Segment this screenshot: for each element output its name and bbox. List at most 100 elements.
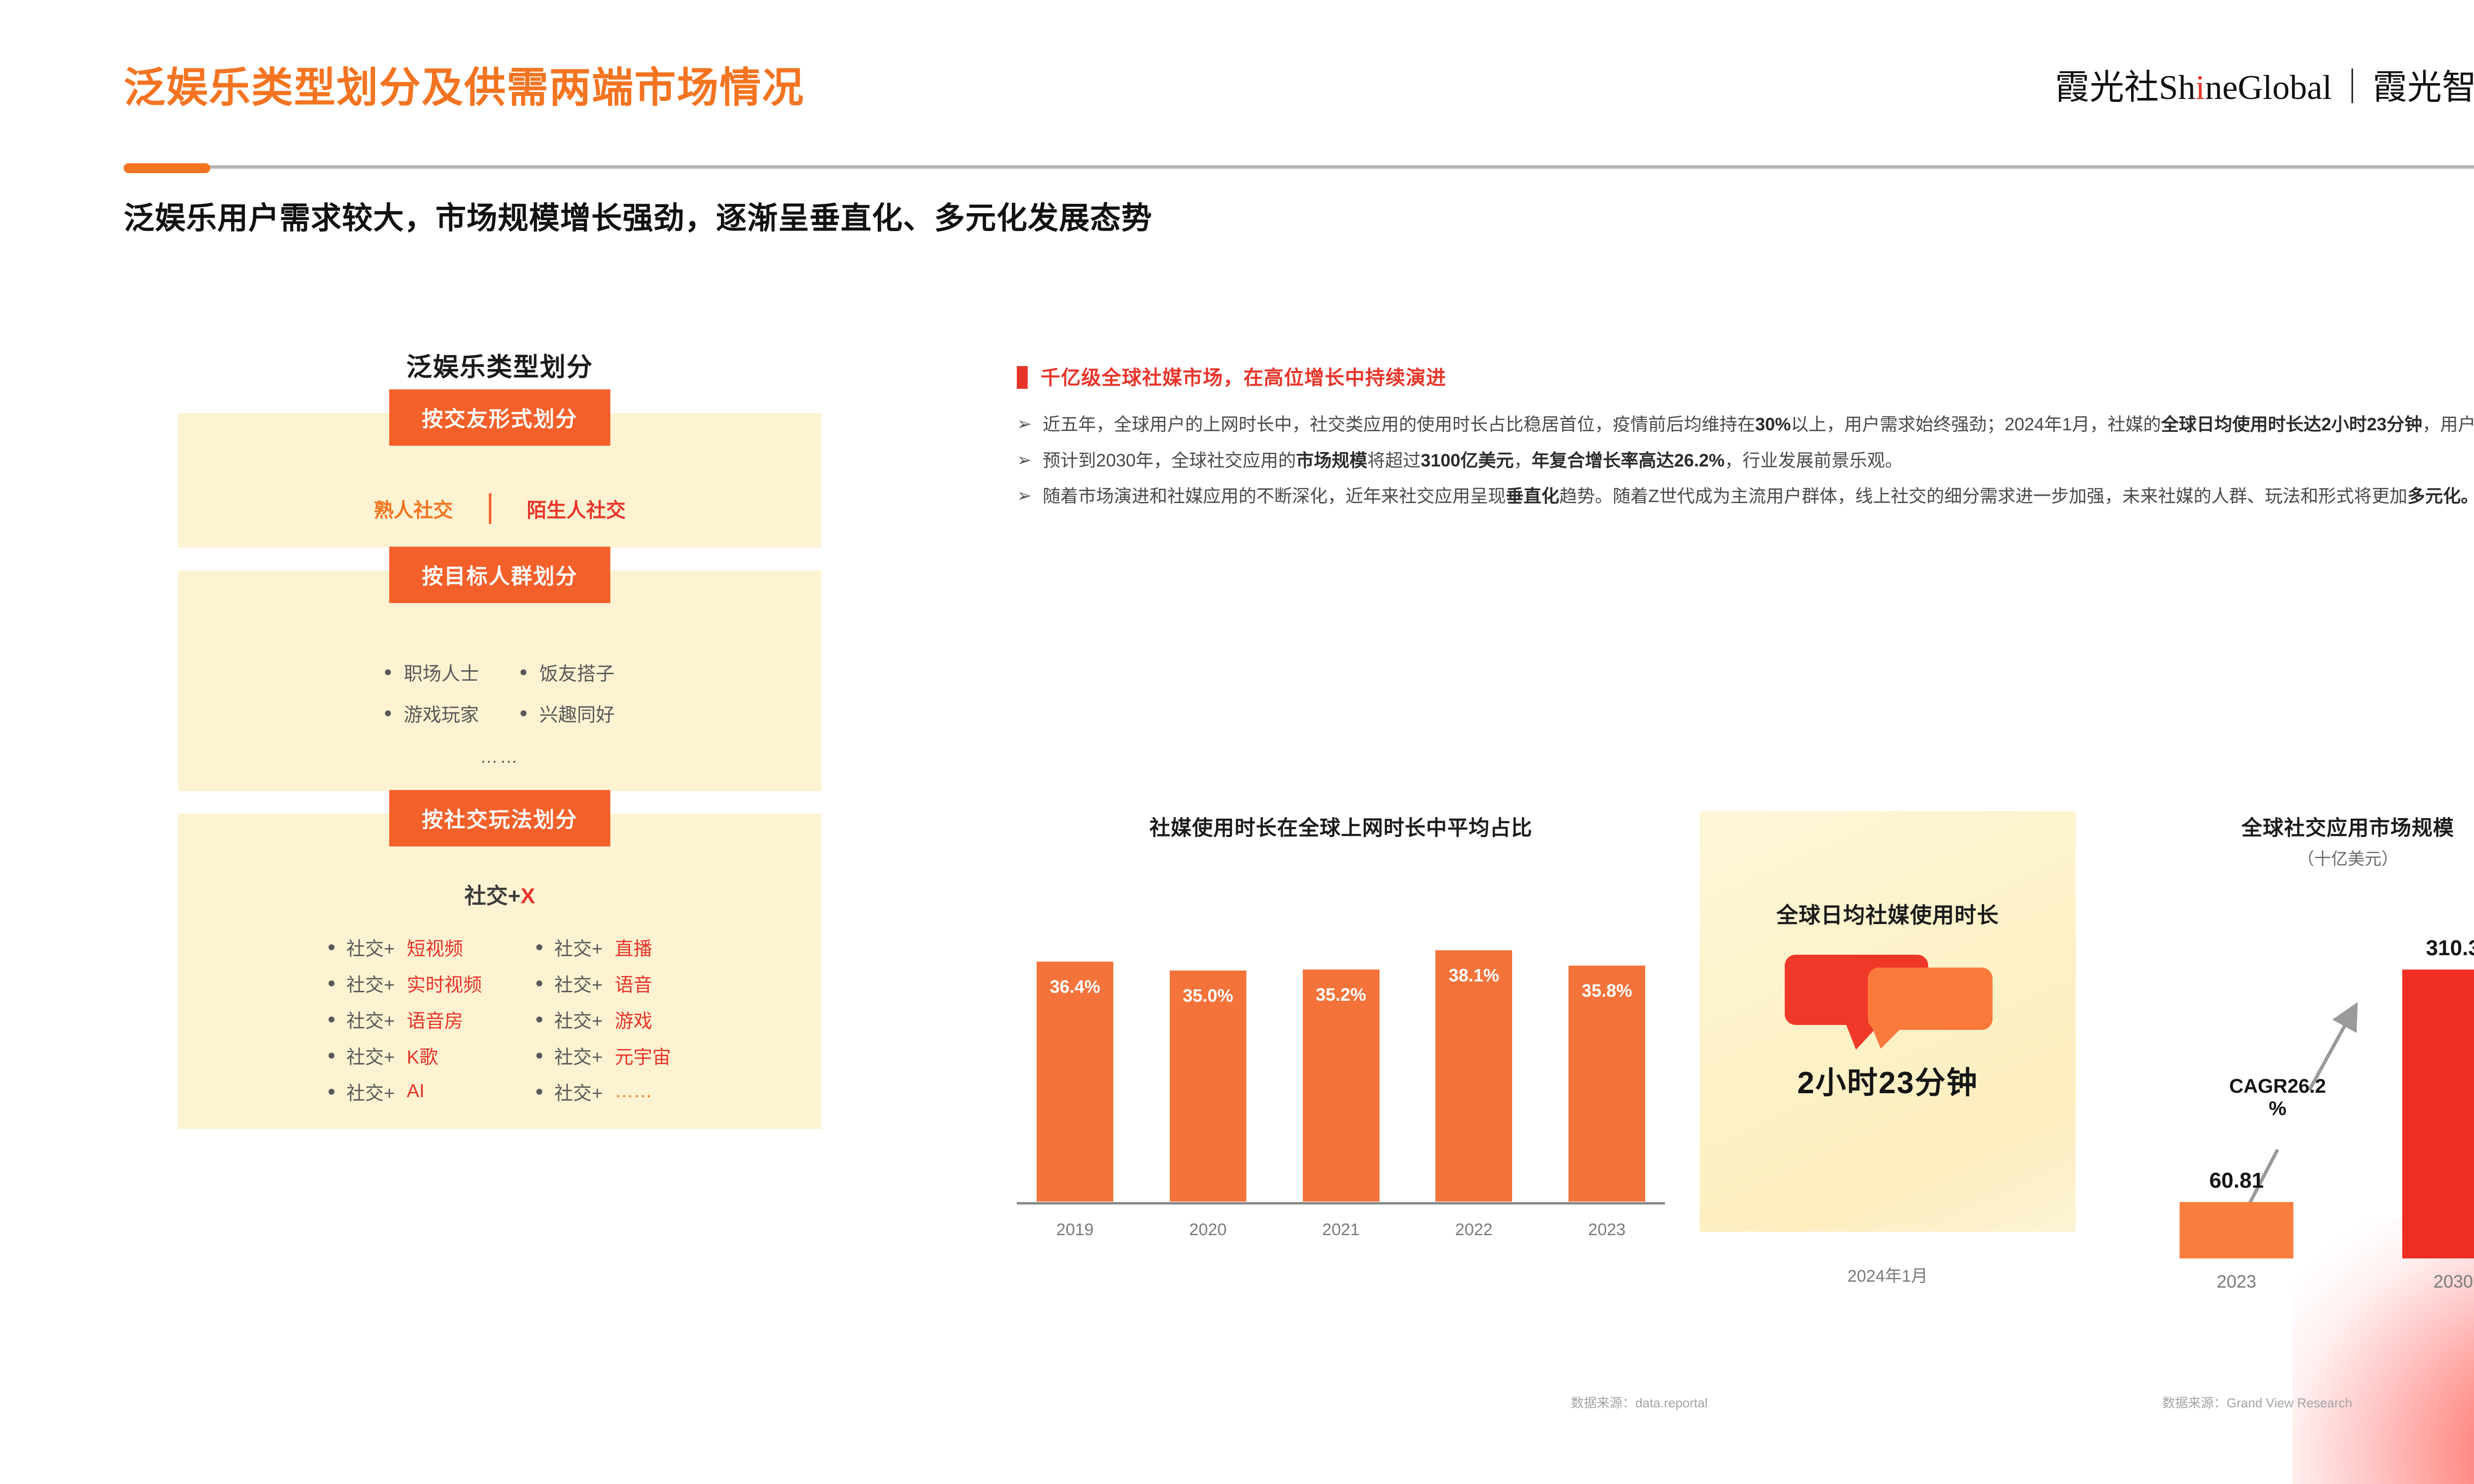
bullet-dot-icon [536,944,542,950]
list-item-base: 社交+ [554,975,603,996]
bar: 36.4% [1037,961,1113,1202]
bullet-dot-icon [536,1016,542,1022]
logo-en-post: neGlobal [2205,69,2332,107]
x-axis-tick-label: 2021 [1322,1220,1360,1239]
list-item: 社交+ 语音 [536,970,671,997]
chart-subtitle: （十亿美元） [2297,850,2398,869]
right-panel: 千亿级全球社媒市场，在高位增长中持续演进 ➢ 近五年，全球用户的上网时长中，社交… [1017,366,2474,510]
bullet-dot-icon [328,1052,334,1059]
arrow-bullet-icon: ➢ [1017,486,1032,507]
bullet-dot-icon [521,669,526,675]
category-card-social-gameplay: 按社交玩法划分 社交+X 社交+ 短视频 社交+ 实时视频 社交+ 语音房 社交+ K歌… [178,790,821,1129]
logo-cn-left: 霞光社 [2055,69,2159,107]
bar: 38.1% [1435,950,1513,1202]
brand-logo: 霞光社ShineGlobal｜霞光智库 [2055,59,2474,109]
bar-value-label: 35.8% [1581,980,1632,1001]
bar-series: 60.81 310.37 [2180,912,2474,1258]
bullet-dot-icon [328,980,334,986]
x-axis-tick-labels: 2019 2020 2021 2022 2023 [1037,1220,1645,1240]
list-item-base: 社交+ [346,1011,395,1032]
bullet-dot-icon [536,1088,542,1095]
list-item-base: 社交+ [554,1011,603,1032]
bullet-dot-icon [384,710,391,716]
logo-separator: ｜ [2335,69,2370,107]
speech-bubbles-illustration [1700,955,2076,1050]
audience-ellipsis: …… [480,746,520,767]
speech-bubble-front-icon [1868,968,1993,1049]
category-body: 职场人士 游戏玩家 饭友搭子 [178,570,821,791]
chart-market-size: 全球社交应用市场规模 （十亿美元） CAGR26.2 % 60.81 310. [2120,811,2474,1292]
page-title: 泛娱乐类型划分及供需两端市场情况 [124,64,805,111]
bar-column: 35.8% [1569,925,1645,1202]
source-note-left: 数据来源：data.reportal [1571,1395,1708,1410]
cagr-annotation: CAGR26.2 % [2203,1075,2352,1120]
chart-plot-area: 36.4% 35.0% 35.2% 38.1% 35.8% [1017,925,1665,1205]
list-item: 社交+ AI [328,1078,482,1105]
bullet-text: 预计到2030年，全球社交应用的市场规模将超过3100亿美元，年复合增长率高达2… [1043,450,1903,470]
list-item-highlight: 语音房 [406,1011,463,1032]
bullet-dot-icon [521,710,526,716]
social-x-column-2: 社交+ 直播 社交+ 语音 社交+ 游戏 社交+ 元宇宙 社交+ …… [536,933,671,1105]
list-item-highlight: AI [406,1081,425,1102]
x-axis-tick-label: 2023 [2216,1271,2257,1292]
bullet-dot-icon [328,944,334,950]
arrow-bullet-icon: ➢ [1017,450,1032,470]
bar-column: 60.81 [2180,1168,2293,1258]
list-item: 社交+ 短视频 [328,933,482,961]
audience-group-grid: 职场人士 游戏玩家 饭友搭子 [178,658,821,727]
list-item-base: 社交+ [346,1083,395,1104]
heading-accent-bar [1017,366,1028,389]
bullet-dot-icon [328,1088,334,1095]
header-divider [124,163,2474,173]
bullet-dot-icon [328,1016,334,1022]
chart-plot-area: CAGR26.2 % 60.81 310.37 [2120,912,2474,1258]
list-item-base: 社交+ [554,1047,603,1068]
bar-column: 38.1% [1435,925,1513,1202]
page-subtitle: 泛娱乐用户需求较大，市场规模增长强劲，逐渐呈垂直化、多元化发展态势 [124,201,1153,235]
list-item: 社交+ K歌 [328,1042,482,1069]
x-axis-tick-label: 2030E [2433,1271,2474,1292]
list-item-highlight: 短视频 [406,939,463,960]
divider-orange-accent [124,163,210,173]
list-item-label: 饭友搭子 [539,664,615,685]
bar-column: 35.2% [1302,925,1380,1202]
list-item-label: 兴趣同好 [539,705,615,726]
bullet-dot-icon [536,1052,542,1059]
cagr-annotation-line2: % [2269,1097,2286,1119]
heading-text: 千亿级全球社媒市场，在高位增长中持续演进 [1041,367,1446,389]
bar-value-label: 38.1% [1448,965,1499,985]
list-item: ➢ 随着市场演进和社媒应用的不断深化，近年来社交应用呈现垂直化趋势。随着Z世代成… [1017,483,2474,510]
x-axis-tick-label: 2023 [1588,1220,1626,1239]
bar-value-label: 35.2% [1315,984,1367,1005]
duration-value: 2小时23分钟 [1797,1066,1978,1100]
bar-value-label: 60.81 [2209,1168,2264,1193]
list-item: 职场人士 [384,658,479,686]
list-item-base: 社交+ [554,1083,603,1104]
bullet-text: 近五年，全球用户的上网时长中，社交类应用的使用时长占比稳居首位，疫情前后均维持在… [1043,414,2474,434]
list-item-base: 社交+ [346,975,395,996]
logo-en-pre: Sh [2159,69,2195,107]
list-item: 社交+ 元宇宙 [536,1042,671,1069]
bullet-list: ➢ 近五年，全球用户的上网时长中，社交类应用的使用时长占比稳居首位，疫情前后均维… [1017,412,2474,510]
list-item-highlight: 语音 [615,975,653,996]
bar [2402,969,2474,1258]
chart-title: 全球社交应用市场规模 [2241,816,2454,839]
x-axis-line [1017,1202,1665,1205]
audience-column-1: 职场人士 游戏玩家 [384,658,479,727]
social-x-grid: 社交+ 短视频 社交+ 实时视频 社交+ 语音房 社交+ K歌 社交+ AI 社交+ 直播 … [178,933,821,1105]
list-item-base: 社交+ [346,939,395,960]
list-item-highlight: 游戏 [615,1011,653,1032]
x-axis-tick-label: 2020 [1189,1220,1227,1239]
list-item: 社交+ …… [536,1078,671,1105]
list-item: 游戏玩家 [384,699,479,727]
bar-value-label: 35.0% [1183,985,1234,1006]
social-x-column-1: 社交+ 短视频 社交+ 实时视频 社交+ 语音房 社交+ K歌 社交+ AI [328,933,482,1105]
list-item-highlight: 直播 [615,939,653,960]
chart-social-media-share: 社媒使用时长在全球上网时长中平均占比 36.4% 35.0% 35.2% 38.1% 3… [1017,811,1665,1240]
list-item: ➢ 预计到2030年，全球社交应用的市场规模将超过3100亿美元，年复合增长率高… [1017,448,2474,474]
list-item: 社交+ 语音房 [328,1006,482,1033]
x-axis-tick-label: 2022 [1455,1220,1493,1239]
list-item-label: 游戏玩家 [403,705,479,726]
list-item: 社交+ 实时视频 [328,970,482,997]
